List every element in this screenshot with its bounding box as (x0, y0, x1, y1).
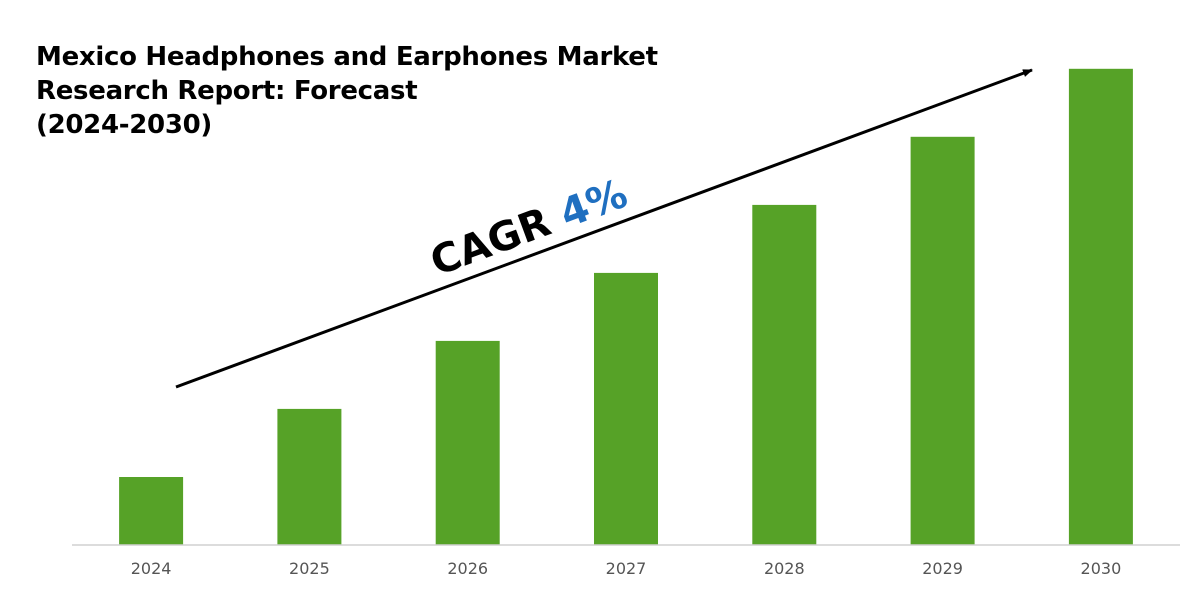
chart-title-line-2: Research Report: Forecast (36, 76, 418, 106)
bar-2025 (277, 408, 342, 545)
bar-2024 (119, 477, 184, 545)
chart-title-line-1: Mexico Headphones and Earphones Market (36, 42, 658, 72)
bar-2030 (1068, 68, 1133, 546)
x-tick-label-2026: 2026 (447, 559, 488, 578)
cagr-label: CAGR (425, 199, 557, 285)
bar-2028 (752, 204, 817, 545)
x-tick-label-2028: 2028 (764, 559, 805, 578)
x-tick-label-2025: 2025 (289, 559, 330, 578)
x-tick-label-2027: 2027 (606, 559, 647, 578)
chart-title-line-3: (2024-2030) (36, 110, 212, 140)
bar-2026 (435, 340, 500, 545)
bar-2027 (594, 272, 658, 545)
bar-series (119, 68, 1133, 546)
x-axis-tick-labels: 2024 2025 2026 2027 2028 2029 2030 (131, 559, 1122, 578)
x-tick-label-2024: 2024 (131, 559, 172, 578)
x-tick-label-2030: 2030 (1081, 559, 1122, 578)
x-tick-label-2029: 2029 (922, 559, 963, 578)
trend-arrow (175, 68, 1033, 389)
cagr-value: 4% (554, 171, 634, 238)
bar-2029 (910, 136, 975, 546)
chart-title: Mexico Headphones and Earphones Market R… (36, 40, 736, 142)
